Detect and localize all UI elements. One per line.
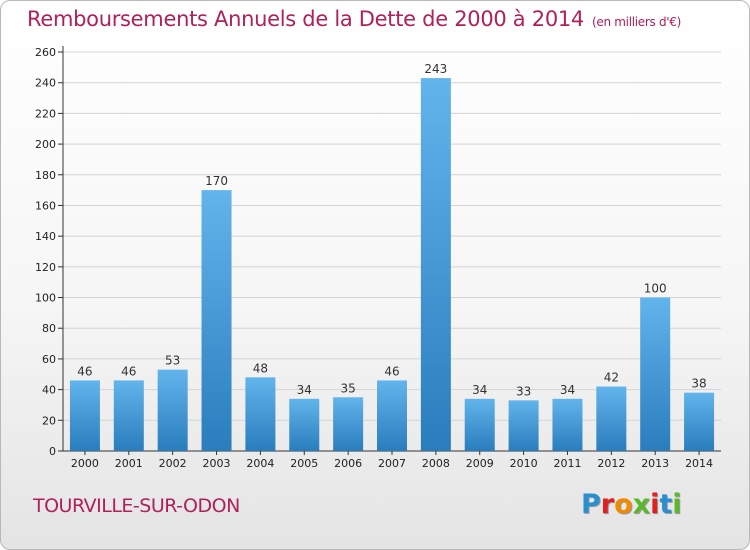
data-label: 34 — [472, 383, 487, 397]
logo-letter: i — [650, 489, 660, 520]
logo-letter: r — [600, 489, 615, 520]
x-tick-label: 2014 — [685, 457, 713, 470]
bar-2002 — [157, 369, 188, 451]
x-tick-label: 2010 — [510, 457, 538, 470]
bar-2005 — [289, 398, 320, 451]
data-label: 34 — [297, 383, 312, 397]
y-tick-label: 220 — [35, 107, 56, 120]
x-tick-label: 2011 — [553, 457, 581, 470]
bar-2013 — [640, 297, 671, 451]
bar-2009 — [464, 398, 495, 451]
chart-unit: (en milliers d'€) — [592, 15, 682, 29]
x-tick-label: 2002 — [159, 457, 187, 470]
x-tick-label: 2009 — [466, 457, 494, 470]
bar-2010 — [508, 400, 539, 451]
x-tick-label: 2012 — [597, 457, 625, 470]
proxiti-logo[interactable]: Proxiti — [581, 489, 682, 520]
y-tick-label: 60 — [42, 353, 56, 366]
bar-2003 — [201, 190, 232, 451]
y-tick-label: 240 — [35, 77, 56, 90]
bar-2011 — [552, 398, 583, 451]
logo-letter: t — [659, 489, 673, 520]
x-tick-label: 2007 — [378, 457, 406, 470]
x-tick-label: 2006 — [334, 457, 362, 470]
y-tick-label: 140 — [35, 230, 56, 243]
bar-2004 — [245, 377, 276, 451]
y-tick-label: 0 — [49, 445, 56, 458]
y-tick-label: 180 — [35, 169, 56, 182]
labels: 2000 46 2001 46 2002 53 2003 170 2004 48 2005 34 200… — [71, 62, 713, 470]
data-label: 38 — [691, 377, 706, 391]
x-tick-label: 2004 — [246, 457, 274, 470]
y-tick-label: 260 — [35, 46, 56, 59]
x-tick-label: 2008 — [422, 457, 450, 470]
data-label: 35 — [340, 381, 355, 395]
data-label: 46 — [77, 364, 92, 378]
chart-title: Remboursements Annuels de la Dette de 20… — [27, 7, 682, 31]
logo-letter: x — [632, 489, 651, 520]
bar-2007 — [377, 380, 407, 451]
y-tick-label: 120 — [35, 261, 56, 274]
logo-letter: i — [672, 489, 682, 520]
x-tick-label: 2000 — [71, 457, 99, 470]
y-tick-label: 100 — [35, 292, 56, 305]
logo-letter: P — [581, 489, 601, 520]
bar-2014 — [684, 392, 715, 451]
data-label: 34 — [560, 383, 575, 397]
x-tick-label: 2001 — [115, 457, 143, 470]
data-label: 53 — [165, 354, 180, 368]
data-label: 42 — [604, 371, 619, 385]
y-tick-label: 40 — [42, 384, 56, 397]
bar-2012 — [596, 386, 627, 451]
logo-letter: o — [614, 489, 633, 520]
bar-2008 — [420, 78, 451, 451]
x-tick-label: 2003 — [203, 457, 231, 470]
data-label: 33 — [516, 384, 531, 398]
data-label: 100 — [644, 282, 667, 296]
data-label: 46 — [121, 364, 136, 378]
bar-2000 — [69, 380, 100, 451]
y-tick-label: 160 — [35, 199, 56, 212]
y-tick-label: 20 — [42, 414, 56, 427]
x-tick-label: 2005 — [290, 457, 318, 470]
x-tick-label: 2013 — [641, 457, 669, 470]
data-label: 170 — [205, 174, 228, 188]
commune-name: TOURVILLE-SUR-ODON — [33, 495, 240, 517]
data-label: 243 — [424, 62, 447, 76]
y-tick-label: 200 — [35, 138, 56, 151]
data-label: 46 — [384, 364, 399, 378]
data-label: 48 — [253, 361, 268, 375]
bars — [69, 78, 715, 451]
bar-2001 — [113, 380, 144, 451]
bar-2006 — [333, 397, 364, 451]
y-tick-label: 80 — [42, 322, 56, 335]
